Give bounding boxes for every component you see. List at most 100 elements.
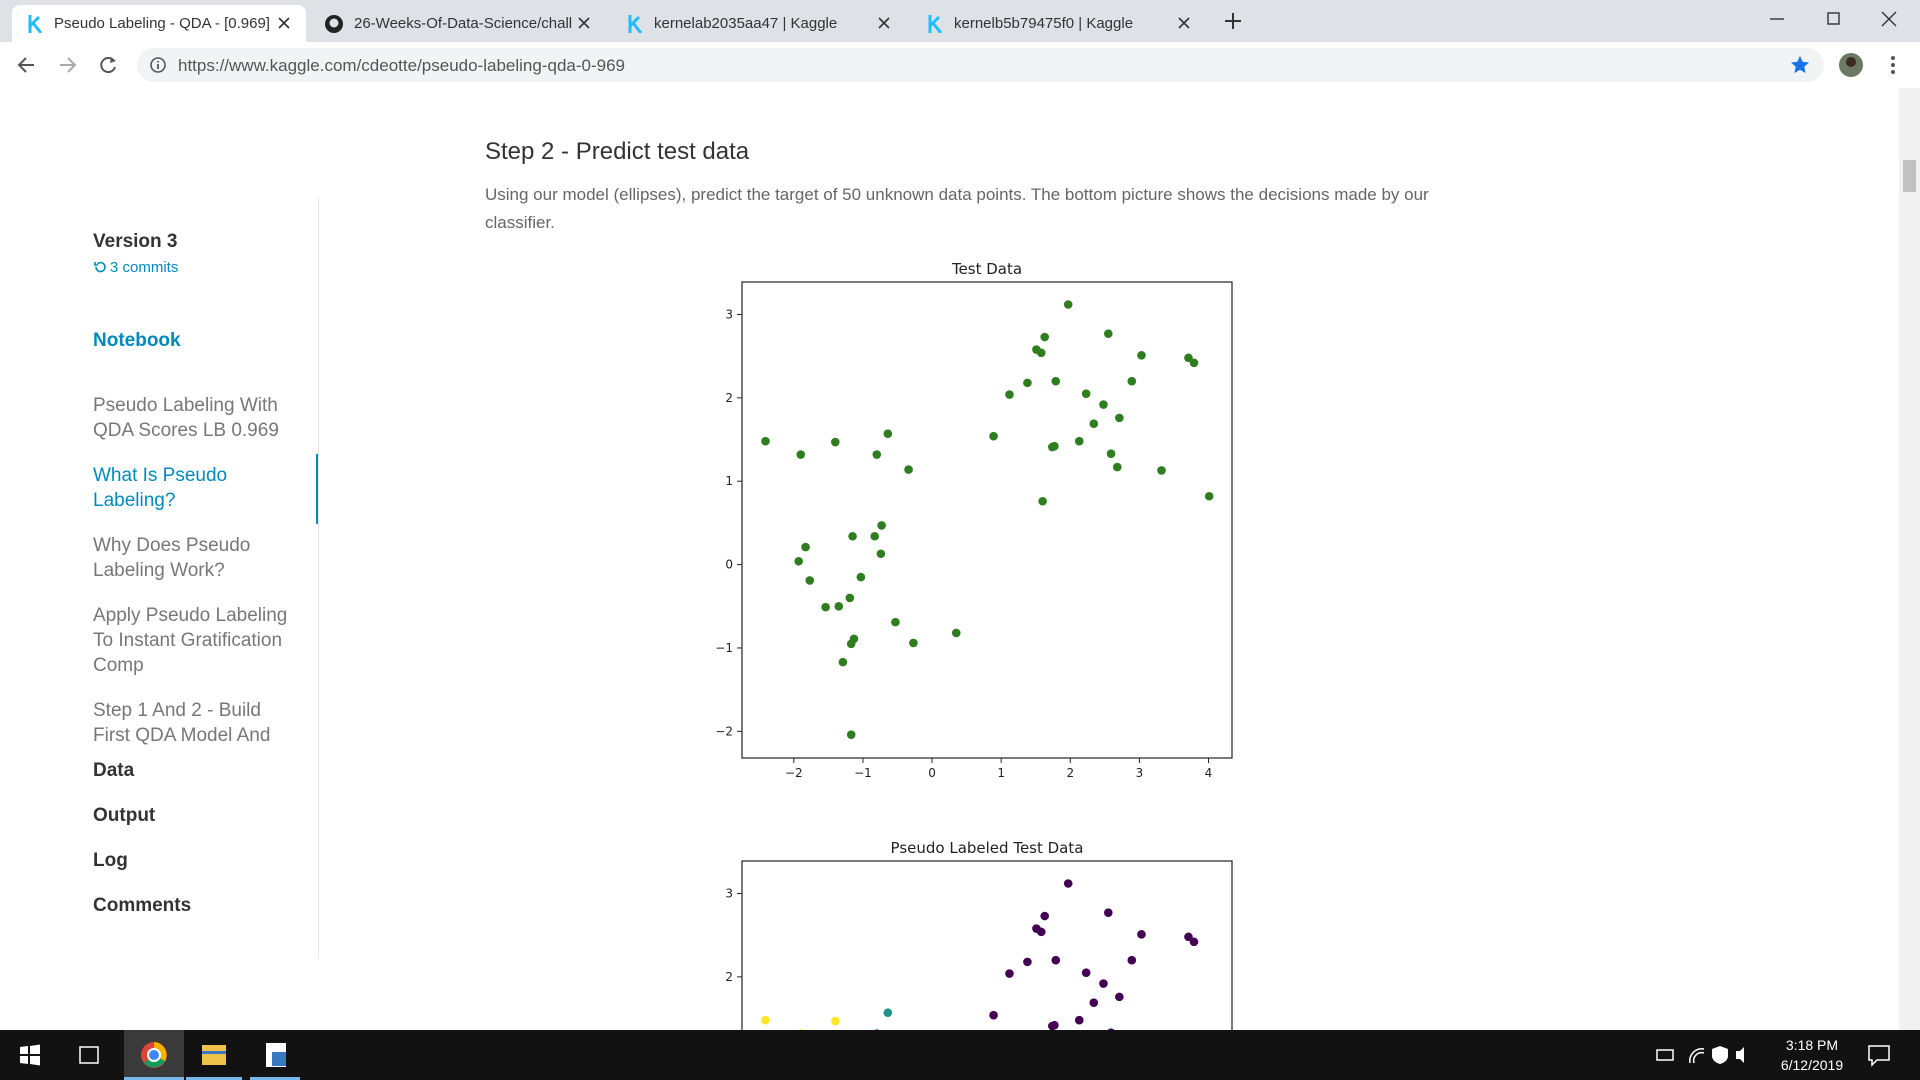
x-tick-label: 0 — [928, 766, 936, 780]
data-point — [989, 431, 998, 441]
data-point — [1063, 879, 1073, 888]
data-point — [1184, 353, 1193, 363]
new-tab[interactable] — [1222, 10, 1244, 32]
data-point — [1051, 955, 1061, 965]
data-point — [1005, 390, 1014, 399]
close-tab[interactable] — [274, 13, 294, 33]
data-point — [909, 638, 918, 648]
kaggle-icon — [928, 15, 942, 33]
profile-avatar[interactable] — [1839, 53, 1863, 77]
data-point — [870, 531, 879, 541]
nav-link[interactable]: Comments — [93, 895, 192, 916]
commits-link[interactable]: 3 commits — [110, 259, 179, 276]
data-point — [1081, 389, 1091, 399]
time: 3:18 PM — [1785, 1037, 1839, 1053]
data-point — [1184, 932, 1193, 942]
menu[interactable] — [1887, 55, 1899, 77]
data-point — [1040, 911, 1050, 921]
active-indicator — [316, 454, 318, 524]
page-content: Version 3 3 commits Notebook Pseudo Labe… — [0, 88, 1899, 1030]
close-tab[interactable] — [1174, 13, 1194, 33]
data-point — [883, 1008, 893, 1018]
data-point — [1127, 376, 1137, 386]
url-box[interactable]: https://www.kaggle.com/cdeotte/pseudo-la… — [137, 48, 1824, 82]
close-tab[interactable] — [874, 13, 894, 33]
data-point — [872, 450, 882, 459]
bookmark-star[interactable] — [1790, 55, 1810, 75]
data-point — [1023, 378, 1032, 388]
toc-item[interactable]: Pseudo Labeling With QDA Scores LB 0.969 — [93, 395, 279, 441]
data-point — [796, 450, 806, 459]
scrollbar[interactable] — [1899, 88, 1920, 1030]
data-point — [1089, 419, 1099, 429]
data-point — [801, 542, 810, 552]
data-point — [846, 730, 856, 739]
data-point — [838, 657, 848, 667]
window-controls[interactable] — [1766, 8, 1906, 30]
data-point — [1112, 462, 1122, 472]
data-point — [1081, 968, 1091, 978]
data-point — [1051, 376, 1061, 386]
data-point — [845, 593, 855, 603]
data-point — [1074, 1015, 1084, 1025]
nav-link[interactable]: Data — [93, 760, 135, 781]
toc-item-active[interactable]: What Is Pseudo Labeling? — [93, 465, 228, 511]
toc-item[interactable]: Step 1 And 2 - Build First QDA Model And — [93, 700, 271, 746]
toc-item[interactable]: Apply Pseudo Labeling To Instant Gratifi… — [93, 605, 288, 676]
data-point — [891, 617, 900, 627]
data-point — [904, 465, 913, 474]
notifications[interactable] — [1866, 1042, 1892, 1068]
nav-link[interactable]: Output — [93, 805, 156, 826]
notebook-link[interactable]: Notebook — [93, 330, 181, 351]
tab[interactable]: 26-Weeks-Of-Data-Science/chall — [312, 5, 606, 42]
section-text: Using our model (ellipses), predict the … — [485, 185, 1429, 232]
tab-title: 26-Weeks-Of-Data-Science/chall — [354, 15, 573, 32]
y-tick-label: 1 — [725, 474, 733, 488]
x-tick-label: 2 — [1066, 766, 1074, 780]
system-tray[interactable] — [1650, 1030, 1750, 1080]
taskbar: 3:18 PM 6/12/2019 — [0, 1030, 1920, 1080]
tab[interactable]: kernelb5b79475f0 | Kaggle — [912, 5, 1206, 42]
data-point — [856, 572, 866, 582]
data-point — [831, 437, 840, 447]
data-point — [1005, 969, 1014, 978]
history-icon — [94, 261, 106, 273]
data-point — [1137, 351, 1146, 360]
scroll-thumb[interactable] — [1903, 160, 1916, 192]
data-point — [1048, 442, 1057, 452]
data-point — [1127, 955, 1137, 965]
nav-link[interactable]: Log — [93, 850, 128, 871]
data-point — [1074, 436, 1084, 446]
nav-buttons[interactable] — [14, 53, 124, 77]
version: Version 3 — [93, 231, 178, 252]
data-point — [846, 639, 856, 649]
data-point — [951, 628, 961, 638]
data-point — [761, 1015, 770, 1025]
clock[interactable]: 3:18 PM 6/12/2019 — [1758, 1035, 1866, 1075]
data-point — [1103, 908, 1113, 917]
chart-title: Test Data — [951, 260, 1022, 278]
data-point — [1106, 449, 1116, 459]
taskbar-icons[interactable] — [0, 1030, 300, 1080]
charts: Test Data −2 −1 0 1 2 3 4 3 2 1 0 −1 −2 Pseudo Labeled… — [715, 260, 1233, 1030]
data-point — [1157, 466, 1166, 475]
data-point — [1099, 400, 1108, 409]
x-tick-label: 4 — [1205, 766, 1213, 780]
sidebar-divider — [318, 198, 319, 959]
close-tab[interactable] — [574, 13, 594, 33]
y-tick-label: 3 — [725, 308, 733, 322]
info-icon — [150, 57, 166, 73]
tab[interactable]: Pseudo Labeling - QDA - [0.969] — [12, 5, 306, 42]
address-bar: https://www.kaggle.com/cdeotte/pseudo-la… — [0, 42, 1920, 89]
data-point — [1036, 927, 1046, 937]
data-point — [1189, 937, 1199, 947]
date: 6/12/2019 — [1780, 1057, 1844, 1073]
y-tick-label: 2 — [725, 970, 733, 984]
data-point — [877, 521, 886, 530]
data-point — [1137, 930, 1146, 939]
toc-item[interactable]: Why Does Pseudo Labeling Work? — [93, 535, 251, 581]
tab[interactable]: kernelab2035aa47 | Kaggle — [612, 5, 906, 42]
data-point — [798, 1029, 804, 1030]
data-point — [848, 531, 857, 541]
